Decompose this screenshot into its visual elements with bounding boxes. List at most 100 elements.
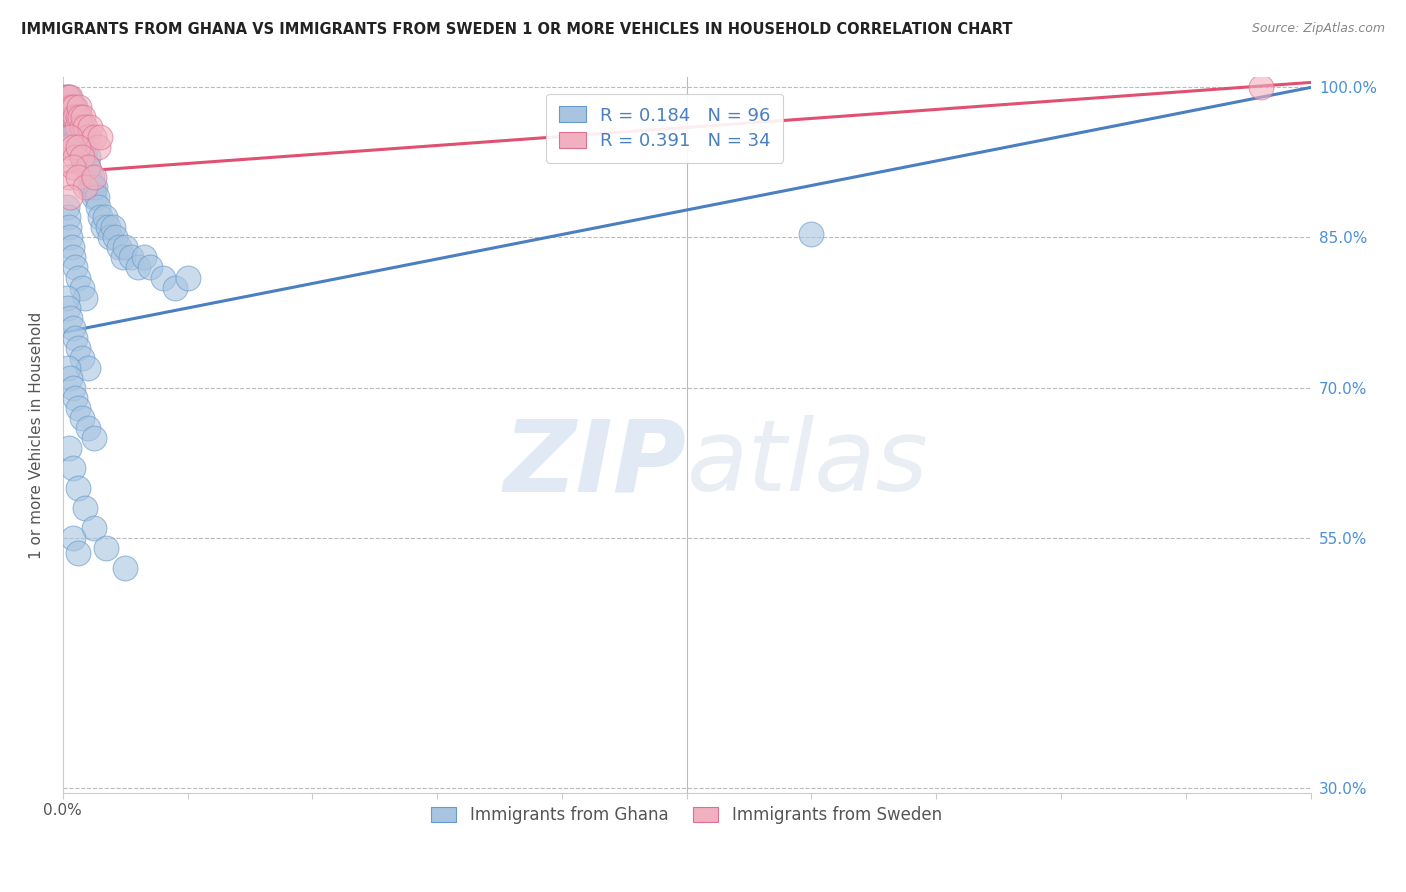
Point xyxy=(75,151,97,165)
Point xyxy=(65,100,87,114)
Point xyxy=(60,240,83,254)
Point xyxy=(60,100,83,114)
Point xyxy=(65,120,87,135)
Point xyxy=(65,151,87,165)
Point xyxy=(62,120,84,135)
Point xyxy=(800,227,823,242)
Point xyxy=(65,111,87,125)
Point xyxy=(62,251,84,265)
Text: IMMIGRANTS FROM GHANA VS IMMIGRANTS FROM SWEDEN 1 OR MORE VEHICLES IN HOUSEHOLD : IMMIGRANTS FROM GHANA VS IMMIGRANTS FROM… xyxy=(21,22,1012,37)
Text: atlas: atlas xyxy=(686,415,928,512)
Point xyxy=(104,230,127,244)
Point xyxy=(65,330,87,344)
Y-axis label: 1 or more Vehicles in Household: 1 or more Vehicles in Household xyxy=(30,311,44,558)
Point xyxy=(82,180,104,194)
Point xyxy=(66,341,89,355)
Point xyxy=(66,120,89,135)
Point xyxy=(86,190,108,204)
Point xyxy=(79,180,101,194)
Point xyxy=(70,410,93,425)
Point xyxy=(76,161,98,175)
Point xyxy=(66,111,89,125)
Point xyxy=(108,240,131,254)
Point xyxy=(62,140,84,154)
Point xyxy=(56,360,79,375)
Point xyxy=(1250,80,1272,95)
Text: ZIP: ZIP xyxy=(503,415,686,512)
Point xyxy=(63,120,86,135)
Point xyxy=(65,120,87,135)
Point xyxy=(89,130,111,145)
Point xyxy=(59,100,82,114)
Point xyxy=(56,100,79,114)
Point xyxy=(56,211,79,225)
Point xyxy=(114,240,136,254)
Point xyxy=(75,500,97,515)
Point xyxy=(66,111,89,125)
Point xyxy=(59,111,82,125)
Point xyxy=(58,170,80,185)
Point xyxy=(120,251,142,265)
Point xyxy=(139,260,162,275)
Point xyxy=(80,170,103,185)
Point xyxy=(62,100,84,114)
Point xyxy=(63,111,86,125)
Point xyxy=(75,180,97,194)
Point xyxy=(69,130,91,145)
Point xyxy=(75,120,97,135)
Point xyxy=(59,230,82,244)
Point xyxy=(69,120,91,135)
Point xyxy=(67,140,90,154)
Point xyxy=(75,291,97,305)
Point xyxy=(66,481,89,495)
Point xyxy=(56,90,79,104)
Point xyxy=(83,130,105,145)
Point xyxy=(65,130,87,145)
Point xyxy=(58,441,80,455)
Point xyxy=(66,401,89,415)
Point xyxy=(83,190,105,204)
Point xyxy=(101,220,124,235)
Point xyxy=(59,310,82,325)
Point xyxy=(70,151,93,165)
Point xyxy=(73,151,96,165)
Point xyxy=(55,100,77,114)
Point xyxy=(70,151,93,165)
Point xyxy=(55,201,77,215)
Point xyxy=(76,151,98,165)
Point xyxy=(72,111,94,125)
Legend: Immigrants from Ghana, Immigrants from Sweden: Immigrants from Ghana, Immigrants from S… xyxy=(422,797,952,834)
Point xyxy=(76,360,98,375)
Point xyxy=(59,370,82,384)
Point xyxy=(83,170,105,185)
Point xyxy=(59,190,82,204)
Point xyxy=(72,140,94,154)
Point xyxy=(83,431,105,445)
Point xyxy=(89,211,111,225)
Point xyxy=(58,220,80,235)
Point xyxy=(65,391,87,405)
Point xyxy=(58,111,80,125)
Point xyxy=(67,130,90,145)
Point xyxy=(62,320,84,334)
Point xyxy=(67,100,90,114)
Point xyxy=(70,280,93,294)
Point xyxy=(127,260,149,275)
Point xyxy=(165,280,187,294)
Point xyxy=(87,201,110,215)
Point xyxy=(59,130,82,145)
Text: Source: ZipAtlas.com: Source: ZipAtlas.com xyxy=(1251,22,1385,36)
Point xyxy=(56,140,79,154)
Point xyxy=(69,111,91,125)
Point xyxy=(111,251,134,265)
Point xyxy=(91,220,114,235)
Point xyxy=(132,251,155,265)
Point xyxy=(66,545,89,559)
Point xyxy=(62,380,84,394)
Point xyxy=(72,130,94,145)
Point xyxy=(70,140,93,154)
Point xyxy=(66,170,89,185)
Point xyxy=(62,161,84,175)
Point xyxy=(63,100,86,114)
Point xyxy=(75,161,97,175)
